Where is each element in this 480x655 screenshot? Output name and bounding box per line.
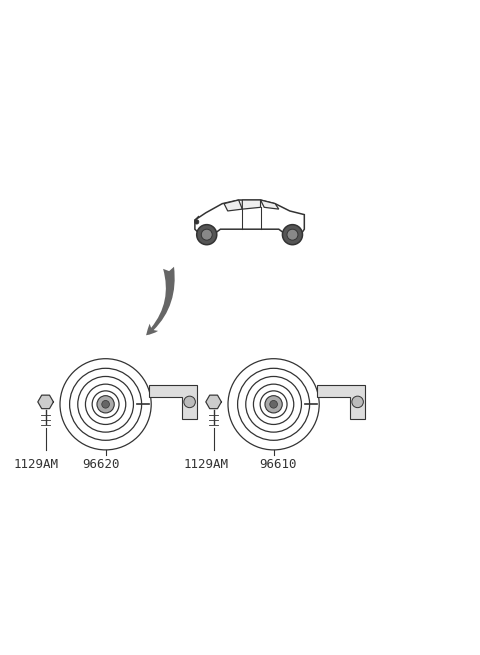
Text: 1129AM: 1129AM (13, 458, 59, 471)
PathPatch shape (242, 200, 261, 209)
PathPatch shape (317, 385, 365, 419)
Text: 96610: 96610 (260, 458, 297, 471)
Circle shape (265, 396, 282, 413)
PathPatch shape (261, 200, 279, 209)
Circle shape (270, 400, 277, 408)
Circle shape (287, 229, 298, 240)
Polygon shape (206, 395, 221, 409)
Polygon shape (38, 395, 53, 409)
Text: 1129AM: 1129AM (184, 458, 229, 471)
Circle shape (197, 225, 217, 245)
Circle shape (184, 396, 195, 407)
PathPatch shape (195, 200, 304, 234)
Circle shape (97, 396, 114, 413)
Circle shape (201, 229, 212, 240)
Circle shape (282, 225, 302, 245)
Text: 96620: 96620 (82, 458, 120, 471)
Circle shape (102, 400, 109, 408)
PathPatch shape (149, 385, 197, 419)
Circle shape (194, 219, 199, 224)
PathPatch shape (224, 200, 242, 211)
Circle shape (352, 396, 363, 407)
